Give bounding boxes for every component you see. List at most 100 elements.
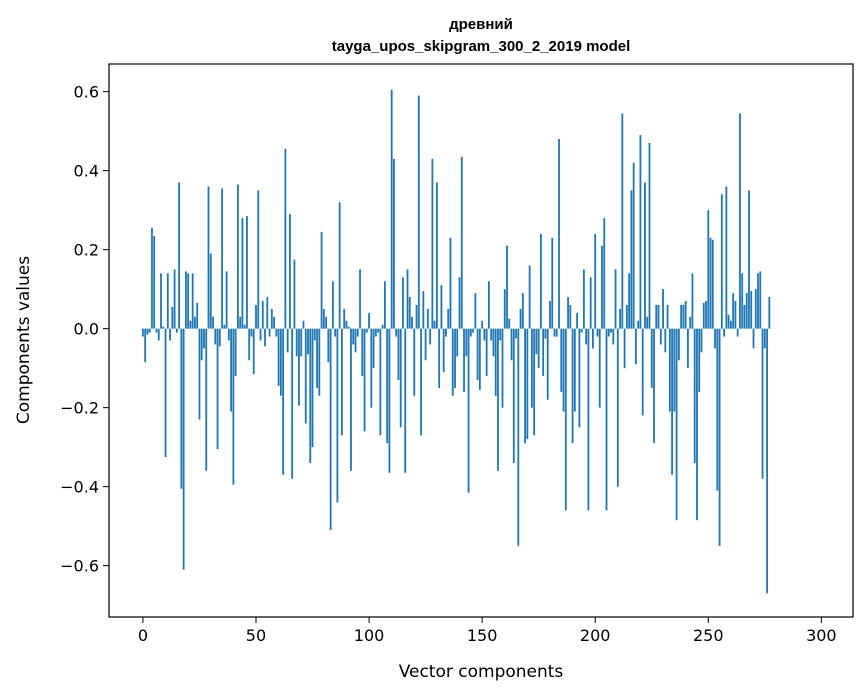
bar-131: [438, 328, 441, 388]
bar-249: [705, 301, 707, 329]
bar-43: [239, 316, 242, 329]
bar-27: [203, 328, 205, 349]
bar-173: [533, 328, 536, 436]
bar-117: [406, 269, 409, 329]
bar-123: [420, 328, 422, 436]
bar-152: [485, 328, 488, 377]
bar-72: [304, 328, 307, 424]
y-axis-label: Components values: [14, 256, 34, 424]
bar-12: [169, 328, 171, 341]
bar-19: [184, 271, 187, 329]
bar-20: [187, 273, 190, 329]
bar-109: [388, 328, 391, 473]
bar-79: [320, 231, 323, 329]
bar-225: [650, 328, 653, 388]
bar-204: [603, 218, 606, 329]
y-axis-ticks: −0.6 −0.4 −0.2 0.0 0.2 0.4 0.6: [60, 83, 109, 576]
chart-title-line2: tayga_upos_skipgram_300_2_2019 model: [332, 38, 631, 55]
x-tick-label: 250: [693, 626, 724, 645]
bar-187: [564, 328, 567, 511]
bar-73: [307, 328, 309, 355]
bar-76: [313, 328, 316, 341]
bar-87: [338, 202, 341, 329]
bar-194: [580, 328, 583, 333]
bar-213: [623, 328, 626, 369]
x-axis-label: Vector components: [399, 662, 564, 682]
bar-196: [585, 328, 588, 345]
bar-104: [377, 328, 380, 333]
bar-13: [171, 306, 174, 329]
bar-139: [456, 328, 459, 357]
x-tick-label: 200: [580, 626, 611, 645]
bar-7: [157, 328, 160, 341]
bar-246: [698, 328, 701, 392]
bar-2: [146, 328, 149, 335]
bar-1: [144, 328, 147, 363]
bar-268: [748, 190, 750, 329]
bar-267: [745, 293, 748, 329]
bar-277: [768, 297, 771, 329]
bar-70: [300, 328, 303, 357]
bar-24: [196, 302, 199, 329]
bar-52: [259, 328, 262, 341]
bar-223: [646, 316, 649, 329]
bar-54: [264, 328, 266, 347]
bar-198: [589, 277, 592, 329]
bar-22: [191, 273, 194, 329]
bar-184: [558, 139, 560, 329]
bar-18: [182, 328, 185, 570]
bar-242: [689, 316, 692, 329]
bar-96: [359, 269, 361, 329]
bar-218: [635, 328, 637, 365]
bar-60: [277, 328, 280, 386]
bar-63: [284, 148, 287, 329]
bar-214: [625, 304, 628, 329]
bar-32: [214, 328, 217, 345]
bar-275: [763, 328, 766, 349]
bar-103: [374, 328, 377, 337]
plot-frame: [108, 63, 854, 618]
bar-192: [576, 312, 579, 329]
bar-163: [510, 328, 513, 361]
bar-171: [528, 265, 531, 329]
bar-185: [560, 328, 563, 392]
bar-227: [655, 304, 658, 329]
bar-6: [155, 328, 158, 333]
bar-81: [325, 316, 327, 329]
bar-270: [752, 328, 755, 349]
bar-201: [596, 328, 599, 337]
bar-216: [630, 190, 633, 329]
bar-170: [526, 328, 529, 440]
bar-66: [291, 328, 294, 479]
bar-259: [727, 314, 730, 329]
bar-256: [720, 194, 723, 329]
bar-37: [225, 271, 228, 329]
bar-82: [327, 328, 330, 363]
x-tick-label: 0: [138, 626, 148, 645]
bar-107: [383, 281, 386, 329]
bar-8: [160, 273, 162, 329]
x-tick-label: 50: [246, 626, 266, 645]
bar-29: [207, 186, 210, 329]
bar-205: [605, 328, 608, 511]
y-tick-label: 0.6: [74, 83, 99, 102]
bar-138: [454, 328, 456, 388]
bar-45: [243, 324, 246, 329]
bar-233: [668, 328, 671, 412]
bar-34: [218, 328, 221, 347]
bar-23: [194, 316, 196, 329]
bar-276: [766, 328, 768, 594]
bar-190: [571, 328, 574, 444]
bar-132: [440, 285, 443, 329]
y-tick-label: −0.2: [60, 399, 99, 418]
bar-21: [189, 320, 192, 329]
bar-260: [729, 320, 732, 329]
bar-80: [322, 308, 325, 329]
bar-128: [431, 158, 434, 329]
bar-193: [578, 328, 581, 428]
bar-254: [716, 328, 719, 491]
bar-49: [252, 328, 255, 375]
bar-272: [757, 273, 759, 329]
bar-154: [490, 328, 493, 341]
